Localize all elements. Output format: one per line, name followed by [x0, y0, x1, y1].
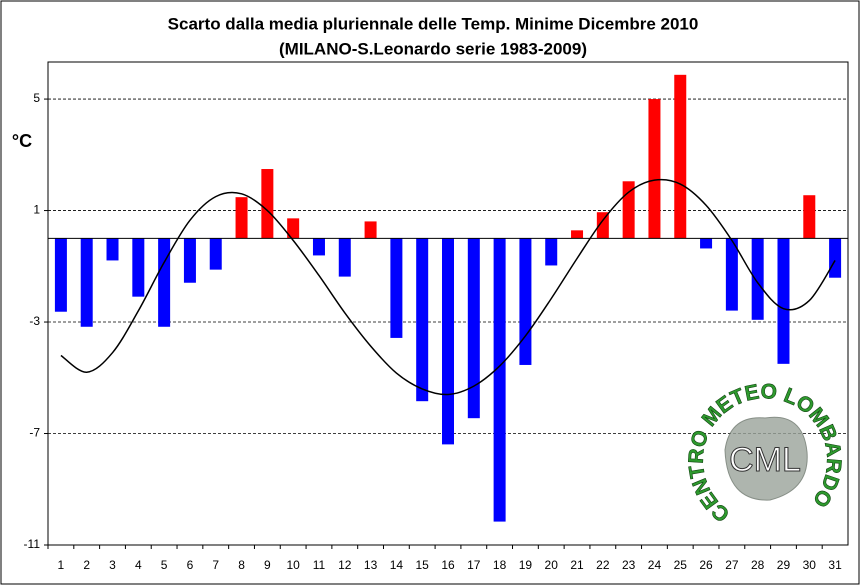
bar — [132, 238, 145, 297]
bar — [261, 169, 274, 239]
x-tick-label: 5 — [161, 558, 168, 572]
x-tick-label: 23 — [622, 558, 636, 572]
y-tick-label: -11 — [24, 537, 41, 551]
bar — [648, 99, 661, 239]
bar — [803, 195, 816, 239]
x-tick-label: 6 — [187, 558, 194, 572]
bar — [700, 238, 713, 249]
x-tick-label: 27 — [725, 558, 739, 572]
logo-map — [724, 416, 808, 501]
bar — [725, 238, 738, 311]
bar — [106, 238, 119, 261]
x-tick-label: 28 — [751, 558, 765, 572]
x-tick-label: 7 — [212, 558, 219, 572]
x-tick-label: 31 — [828, 558, 842, 572]
chart-title: Scarto dalla media pluriennale delle Tem… — [168, 14, 699, 33]
bar — [545, 238, 558, 266]
y-tick-label: 5 — [33, 91, 40, 105]
x-tick-label: 4 — [135, 558, 142, 572]
x-tick-label: 10 — [286, 558, 300, 572]
bar — [829, 238, 842, 278]
x-tick-label: 21 — [570, 558, 584, 572]
x-tick-label: 16 — [441, 558, 455, 572]
x-tick-label: 20 — [545, 558, 559, 572]
x-tick-label: 13 — [364, 558, 378, 572]
bar — [364, 221, 377, 239]
chart-subtitle: (MILANO-S.Leonardo serie 1983-2009) — [279, 39, 587, 58]
x-tick-label: 8 — [238, 558, 245, 572]
x-tick-label: 29 — [777, 558, 791, 572]
trend-line — [60, 178, 836, 396]
bar — [390, 238, 403, 338]
y-axis-label: °C — [12, 131, 32, 151]
logo-initials: CML — [729, 441, 801, 479]
x-tick-label: 22 — [596, 558, 610, 572]
bar — [674, 74, 687, 239]
x-tick-label: 2 — [83, 558, 90, 572]
bar — [209, 238, 222, 270]
x-tick-label: 18 — [493, 558, 507, 572]
plot-area — [47, 61, 849, 546]
bar — [80, 238, 93, 327]
x-tick-label: 17 — [467, 558, 481, 572]
bar — [158, 238, 171, 327]
bar — [519, 238, 532, 365]
x-tick-label: 11 — [313, 558, 326, 572]
bar — [312, 238, 325, 256]
x-tick-label: 9 — [264, 558, 271, 572]
y-tick-label: -7 — [29, 426, 40, 440]
bar — [751, 238, 764, 320]
x-tick-label: 30 — [803, 558, 817, 572]
x-tick-label: 24 — [648, 558, 662, 572]
x-tick-label: 12 — [338, 558, 352, 572]
bar — [416, 238, 429, 402]
bar — [467, 238, 480, 419]
x-tick-label: 26 — [699, 558, 713, 572]
x-tick-label: 19 — [519, 558, 533, 572]
y-tick-label: 1 — [33, 203, 40, 217]
x-tick-label: 15 — [416, 558, 430, 572]
x-tick-label: 25 — [674, 558, 688, 572]
bar — [442, 238, 454, 445]
bar — [54, 238, 67, 312]
bar — [571, 230, 584, 239]
y-tick-label: -3 — [29, 314, 40, 328]
bar — [493, 238, 506, 522]
bar — [287, 218, 300, 239]
x-tick-label: 3 — [109, 558, 116, 572]
bar — [777, 238, 790, 364]
bar — [338, 238, 351, 277]
x-tick-label: 1 — [58, 558, 65, 572]
bar — [183, 238, 196, 283]
bar — [235, 197, 248, 239]
x-tick-label: 14 — [390, 558, 404, 572]
bar — [596, 212, 609, 239]
